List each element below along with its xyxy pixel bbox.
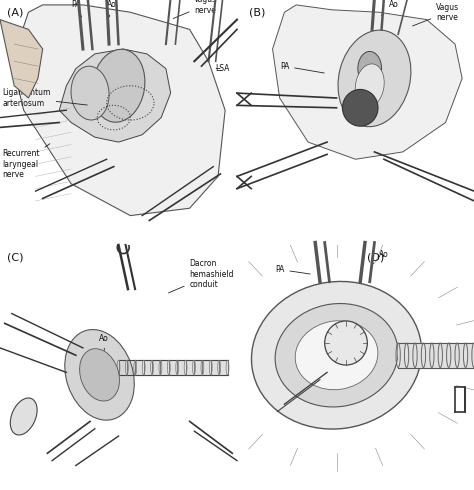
Ellipse shape: [65, 330, 134, 420]
Text: PA: PA: [275, 265, 310, 274]
Text: PA: PA: [71, 0, 82, 17]
Ellipse shape: [71, 66, 109, 120]
Polygon shape: [0, 20, 43, 98]
Text: Ao: Ao: [107, 0, 116, 17]
Circle shape: [342, 89, 378, 126]
Text: (D): (D): [367, 252, 384, 262]
Ellipse shape: [252, 281, 421, 429]
Ellipse shape: [355, 64, 384, 108]
Polygon shape: [59, 49, 171, 142]
Text: LSA: LSA: [216, 64, 230, 73]
Text: Recurrent
laryngeal
nerve: Recurrent laryngeal nerve: [2, 144, 50, 179]
Text: Vagus
nerve: Vagus nerve: [412, 2, 459, 26]
Text: Ao: Ao: [372, 250, 389, 265]
Text: Ao: Ao: [381, 0, 398, 15]
Ellipse shape: [295, 321, 378, 390]
Ellipse shape: [275, 303, 398, 407]
Text: PA: PA: [280, 62, 324, 73]
Polygon shape: [12, 5, 225, 216]
Text: (A): (A): [7, 7, 24, 17]
Text: Ao: Ao: [100, 334, 109, 350]
Circle shape: [325, 321, 367, 365]
Ellipse shape: [338, 30, 411, 127]
Ellipse shape: [80, 349, 119, 401]
Ellipse shape: [92, 49, 145, 122]
Text: Dacron
hemashield
conduit: Dacron hemashield conduit: [168, 260, 234, 293]
Text: (C): (C): [7, 252, 24, 262]
Text: Ligamentum
arteriosum: Ligamentum arteriosum: [2, 88, 87, 108]
Polygon shape: [273, 5, 462, 159]
Text: Vagus
nerve: Vagus nerve: [173, 0, 218, 19]
Ellipse shape: [358, 51, 382, 86]
Ellipse shape: [10, 398, 37, 435]
Text: (B): (B): [249, 7, 265, 17]
